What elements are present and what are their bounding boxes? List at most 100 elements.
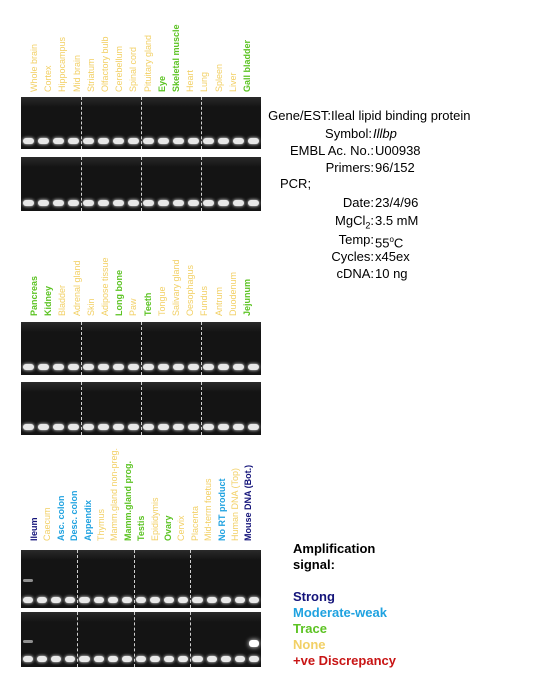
primer-dimer-band [38, 424, 49, 430]
lane-group-separator [201, 157, 202, 211]
lane-label: Cerebellum [114, 45, 125, 92]
primer-dimer-band [158, 424, 169, 430]
primer-dimer-band [158, 200, 169, 206]
lane-label: Cortex [43, 65, 54, 92]
primer-dimer-band [83, 424, 94, 430]
primer-dimer-band [65, 597, 76, 603]
lane-label: Lung [199, 71, 210, 92]
temp-number: 55 [375, 235, 390, 251]
lane-label: Jejunum [242, 278, 252, 316]
lane-label: Bladder [57, 284, 68, 316]
legend-discrepancy: +ve Discrepancy [293, 653, 396, 668]
primer-dimer-band [65, 656, 76, 662]
legend-strong: Strong [293, 589, 335, 604]
lane-label: Human DNA (Top) [230, 467, 240, 541]
lane-label: Ovary [163, 515, 173, 541]
primer-dimer-band [38, 364, 49, 370]
primer-dimer-band [143, 364, 154, 370]
legend-trace: Trace [293, 621, 327, 636]
primer-dimer-band [83, 138, 94, 144]
embl-value: U00938 [375, 143, 421, 158]
lane-label: Spinal cord [128, 46, 139, 92]
lane-label: Asc. colon [55, 495, 66, 541]
gel-image-panel-2-bottom [21, 382, 261, 435]
lane-label: Olfactory bulb [100, 36, 110, 92]
mgcl-text: MgCl [335, 213, 366, 228]
primer-dimer-band [248, 200, 259, 206]
temp-value: 55oC [375, 230, 403, 252]
lane-label: Fundus [199, 285, 210, 316]
lane-group-separator [81, 322, 82, 375]
lane-label: Mid-term foetus [203, 478, 214, 541]
primer-dimer-band [220, 597, 231, 603]
primer-dimer-band [150, 656, 161, 662]
primer-dimer-band [37, 656, 48, 662]
primer-dimer-band [248, 364, 259, 370]
gel-image-panel-1-bottom [21, 157, 261, 211]
primer-dimer-band [135, 656, 147, 662]
primer-dimer-band [143, 138, 154, 144]
lane-label: Cervix [176, 515, 187, 541]
lane-label: Caecum [42, 507, 53, 541]
primer-dimer-band [53, 364, 64, 370]
lane-label: Adrenal gland [71, 260, 82, 316]
primer-dimer-band [188, 138, 199, 144]
primer-dimer-band [203, 138, 214, 144]
primer-dimer-band [83, 364, 94, 370]
cycles-key: Cycles: [331, 249, 374, 264]
lane-label: Teeth [142, 292, 153, 316]
primer-dimer-band [203, 424, 214, 430]
lane-label: Mid brain [71, 54, 82, 92]
lane-group-separator [81, 382, 82, 435]
lane-label: Desc. colon [69, 490, 80, 541]
primer-dimer-band [83, 200, 94, 206]
primer-dimer-band [107, 656, 118, 662]
lane-group-separator [190, 550, 192, 608]
primer-dimer-band [113, 138, 124, 144]
lane-label: Skin [85, 298, 96, 316]
primer-dimer-band [218, 424, 229, 430]
primer-dimer-band [233, 200, 244, 206]
legend-title-line2: signal: [293, 557, 335, 572]
primer-dimer-band [188, 424, 199, 430]
primer-dimer-band [206, 597, 217, 603]
cdna-value: 10 ng [375, 266, 408, 281]
primer-dimer-band [203, 200, 214, 206]
primer-dimer-band [234, 656, 245, 662]
primer-dimer-band [248, 424, 259, 430]
product-band [248, 639, 259, 647]
lane-group-separator [133, 550, 135, 608]
lane-label: Tongue [156, 286, 167, 316]
primer-dimer-band [121, 597, 132, 603]
primer-dimer-band [68, 424, 79, 430]
mgcl2-value: 3.5 mM [375, 213, 419, 228]
primer-dimer-band [233, 138, 244, 144]
primer-dimer-band [218, 364, 229, 370]
primer-dimer-band [135, 597, 147, 603]
primer-dimer-band [192, 656, 203, 662]
gel-image-panel-1-top [21, 97, 261, 149]
lane-group-separator [141, 97, 142, 149]
primer-dimer-band [158, 364, 169, 370]
lane-label: Ileum [29, 517, 39, 541]
mgcl-colon: : [370, 213, 374, 228]
primer-dimer-band [143, 200, 154, 206]
primer-dimer-band [233, 364, 244, 370]
primer-dimer-band [192, 597, 203, 603]
primer-dimer-band [150, 597, 161, 603]
primer-dimer-band [23, 424, 34, 430]
primer-dimer-band [178, 597, 189, 603]
primer-dimer-band [143, 424, 154, 430]
date-key: Date: [342, 195, 374, 210]
lane-label: Spleen [213, 63, 224, 92]
lane-group-separator [190, 612, 192, 667]
primer-dimer-band [107, 597, 118, 603]
primers-key: Primers: [325, 160, 374, 175]
primer-dimer-band [79, 656, 90, 662]
symbol-key: Symbol: [325, 126, 372, 141]
primer-dimer-band [173, 138, 184, 144]
primer-dimer-band [51, 656, 62, 662]
primer-dimer-band [53, 424, 64, 430]
lane-label: Striatum [85, 58, 96, 92]
lane-label: Eye [156, 75, 167, 92]
